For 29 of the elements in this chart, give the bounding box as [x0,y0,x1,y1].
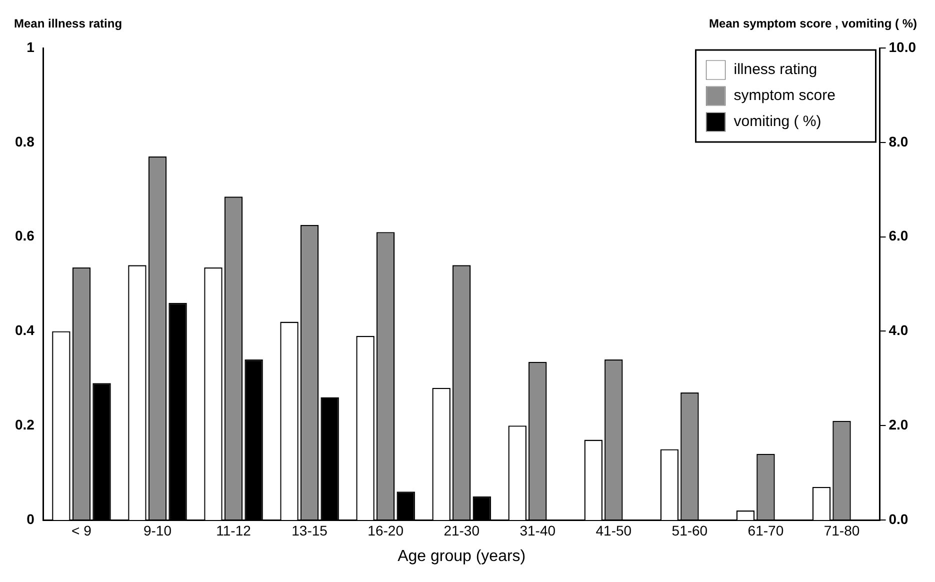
x-tick-label: 51-60 [672,522,708,538]
x-tick-label: 31-40 [520,522,556,538]
y-tick-label: 1 [26,38,35,55]
x-tick-label: 13-15 [292,522,328,538]
y-tick-label: 0.4 [14,322,35,338]
legend-label: vomiting ( %) [734,113,822,130]
y-tick-label: 0 [26,510,35,527]
x-tick-label: 61-70 [748,522,784,538]
x-tick-label: 21-30 [444,522,480,538]
x-tick-label: 71-80 [824,522,860,538]
legend-label: illness rating [734,61,818,78]
x-tick-label: 11-12 [216,522,252,538]
y2-tick-label: 10.0 [888,38,916,55]
y-axis-title: Mean illness rating [14,16,122,30]
y-tick-label: 0.6 [14,228,35,244]
x-tick-label: 41-50 [596,522,632,538]
x-tick-label: 16-20 [368,522,404,538]
y-tick-label: 0.2 [14,416,35,432]
x-axis-title: Age group (years) [398,548,526,565]
y2-tick-label: 2.0 [888,416,908,432]
y-tick-label: 0.8 [14,133,35,150]
y2-tick-label: 6.0 [888,228,908,244]
x-tick-label: < 9 [72,522,92,538]
y2-axis-title: Mean symptom score , vomiting ( %) [708,16,917,30]
legend-label: symptom score [734,87,836,104]
y2-tick-label: 8.0 [888,133,908,150]
y2-tick-label: 4.0 [888,322,908,338]
x-tick-label: 9-10 [143,522,172,538]
y2-tick-label: 0.0 [888,510,908,527]
